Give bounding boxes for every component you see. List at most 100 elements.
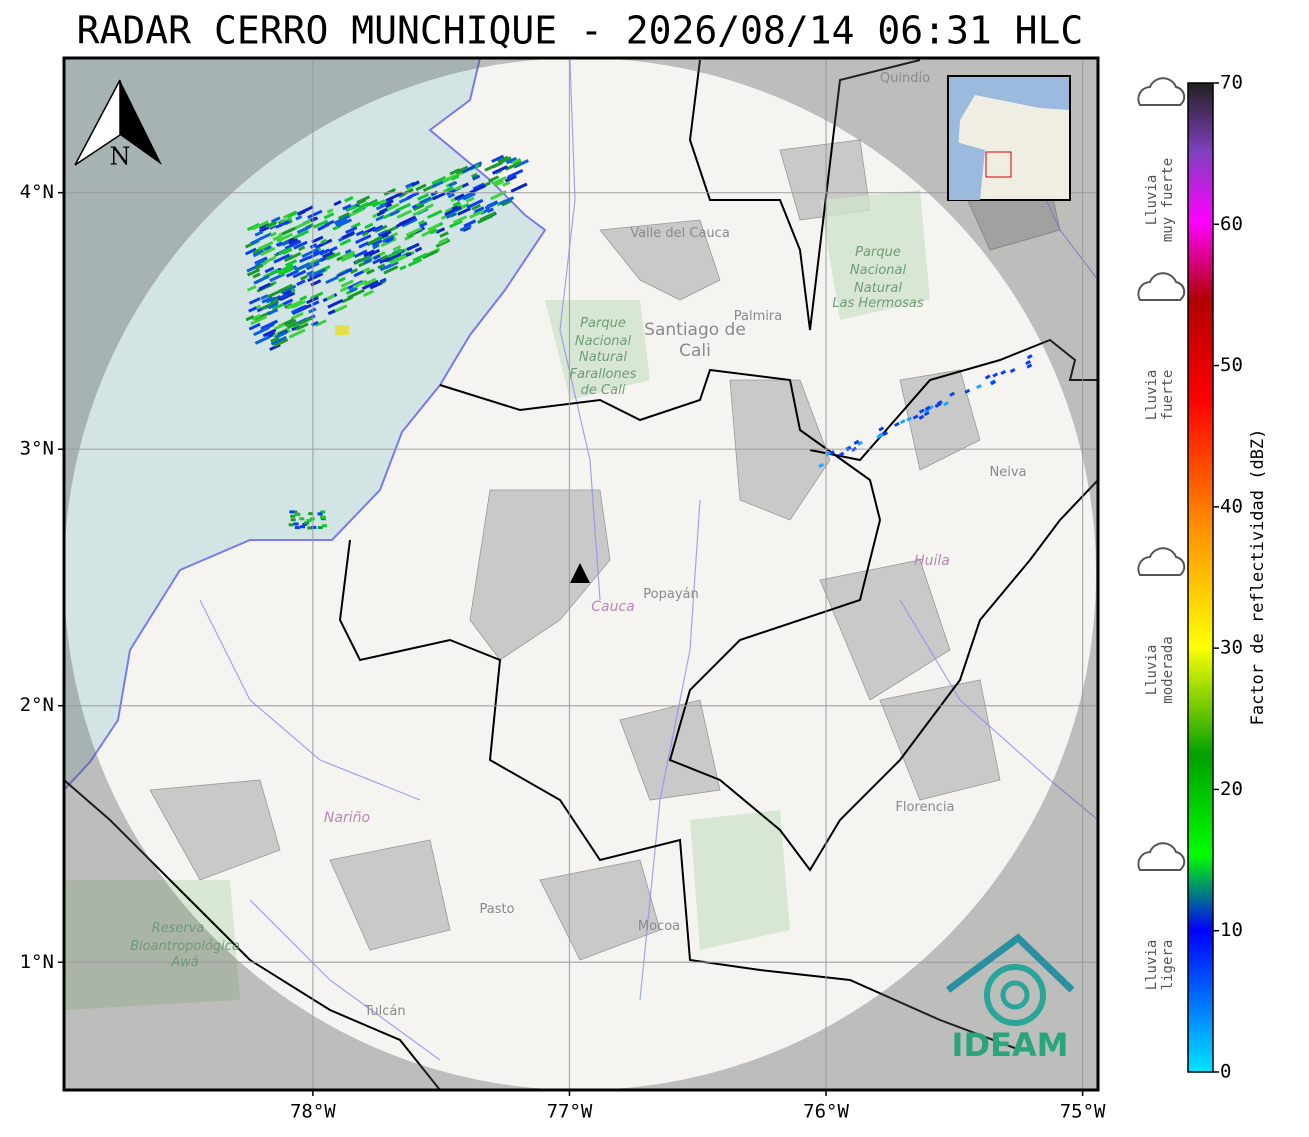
place-labels-part: Huila [914,553,950,569]
rivers-part [899,599,1098,821]
echo [284,302,293,309]
place-labels-part: Neiva [990,465,1027,480]
echo [371,239,383,247]
echo [395,202,412,213]
y-tick-label: 3°N [20,438,54,460]
echo [254,310,272,321]
echo [491,154,505,163]
echo [246,263,262,273]
echo [943,401,950,407]
x-tick-label: 76°W [803,1101,849,1123]
echo [361,231,369,237]
echo [311,235,324,244]
echo [419,196,432,205]
cloud [1137,77,1186,106]
echo [294,219,312,230]
echo [245,315,255,322]
echo [274,323,285,331]
rain-label: Lluvia [1144,175,1160,226]
echo [320,238,328,245]
echo [296,225,312,234]
echo [439,231,449,238]
echo [248,322,261,331]
echo [422,249,439,260]
echo [406,242,420,251]
echo [341,250,356,260]
place-labels-part: Palmira [734,309,782,324]
echo [260,246,276,257]
echo [288,523,294,527]
echo [377,229,389,237]
echo [337,212,350,220]
colorbar-tick-label: 40 [1220,495,1243,517]
inset-map [947,75,1071,201]
echo [374,224,388,233]
echo [458,165,469,173]
colorbar-tick-label: 20 [1220,778,1243,800]
echo [447,192,456,199]
echo [385,237,394,244]
colorbar-ticks: 0 10 20 30 40 50 60 70 [1213,72,1243,1083]
echo [308,512,314,516]
rain-label: Lluvia [1144,370,1160,421]
place-labels-part: Nariño [324,810,370,826]
echo [307,526,313,530]
echo [452,215,468,225]
north-arrow-part [120,80,162,165]
colorbar-tick-label: 70 [1220,72,1243,94]
rivers-part [249,899,441,1061]
echo [281,226,298,236]
echo [471,172,478,179]
y-tick-label: 2°N [20,694,54,716]
echo [279,293,289,300]
radar-site [570,563,590,583]
graticule [64,58,1098,1090]
echo [267,289,283,299]
echo [417,193,430,201]
echo [275,219,290,229]
echo [448,180,458,188]
ideam-logo-part [984,964,1046,1026]
echo [444,205,462,217]
echo [290,514,296,518]
echo [421,228,436,238]
echo [295,322,309,331]
echo [342,203,352,211]
x-tick-label: 75°W [1060,1101,1106,1123]
inset-map-part [949,140,985,200]
protected-areas-part [819,559,951,701]
echo [270,216,281,224]
ideam-logo: IDEAM [945,933,1075,1064]
cloud [1137,272,1186,301]
north-arrow: N [74,79,162,171]
echo [352,279,368,289]
echo [293,240,308,250]
echo [492,161,504,169]
radar-echoes [245,154,1033,530]
echo [878,426,885,432]
echo [450,174,460,181]
place-labels-part: Natural [854,281,902,296]
echo [262,328,277,338]
inset-map-part [949,77,1069,200]
echo [457,207,472,216]
echo [258,282,271,291]
echo [876,433,883,440]
echo [405,226,423,237]
rivers-part [639,499,701,1001]
place-labels-part: Cauca [591,599,635,615]
echo [286,299,303,310]
echo [296,205,314,216]
echo [320,510,326,514]
echo [410,180,420,187]
echo [353,249,368,258]
echo [354,234,372,245]
echo [301,247,319,259]
echo [267,302,279,310]
echo [273,253,291,264]
parks-part [545,300,650,400]
echo [324,219,335,227]
echo [332,304,348,314]
echo [306,519,312,523]
echo [276,232,293,243]
